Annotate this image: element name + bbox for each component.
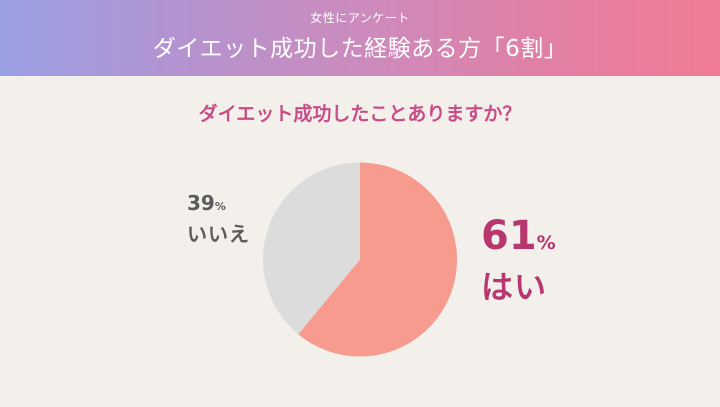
no-percentage: 39% [187, 191, 226, 215]
pie-chart [263, 162, 457, 357]
label-yes: 61% はい [481, 213, 556, 308]
pie-slice-yes [298, 162, 457, 357]
header-title: ダイエット成功した経験ある方「6割」 [152, 36, 568, 62]
label-no: 39% いいえ [187, 190, 250, 248]
no-label: いいえ [187, 222, 250, 246]
header-banner: 女性にアンケート ダイエット成功した経験ある方「6割」 [0, 0, 720, 76]
yes-label: はい [481, 268, 548, 306]
survey-question: ダイエット成功したことありますか？ [198, 103, 522, 125]
header-subtitle: 女性にアンケート [310, 11, 410, 25]
yes-percentage: 61% [481, 213, 556, 259]
pie-slice-no [263, 162, 360, 335]
